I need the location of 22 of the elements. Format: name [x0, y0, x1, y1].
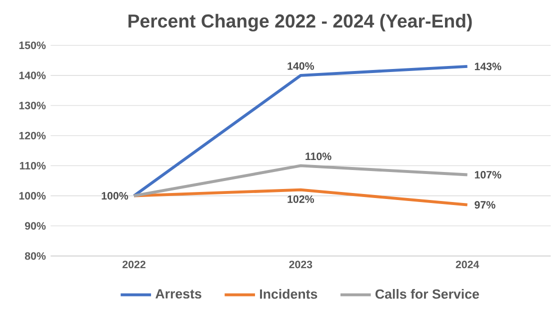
data-label: 140% [288, 62, 314, 70]
x-tick-label: 2022 [122, 260, 146, 268]
y-tick-label: 140% [19, 72, 46, 80]
y-tick-label: 130% [19, 102, 46, 110]
y-tick-label: 150% [19, 42, 46, 50]
data-label: 107% [474, 170, 502, 179]
data-label: 110% [306, 152, 332, 160]
data-label: 97% [474, 201, 496, 209]
y-tick-label: 90% [24, 222, 46, 230]
data-label: 143% [474, 62, 502, 70]
data-label: 102% [288, 195, 314, 203]
legend-label: Incidents [260, 288, 318, 299]
y-tick-label: 100% [19, 192, 46, 200]
y-tick-label: 80% [24, 252, 46, 260]
data-label: 100% [102, 192, 128, 200]
legend-label: Arrests [156, 289, 202, 299]
chart-title: Percent Change 2022 - 2024 (Year-End) [128, 14, 472, 32]
x-tick-label: 2023 [289, 260, 312, 268]
y-tick-label: 120% [19, 132, 46, 140]
y-tick-label: 110% [20, 162, 46, 170]
x-tick-label: 2024 [456, 260, 480, 268]
legend-label: Calls for Service [376, 288, 479, 299]
